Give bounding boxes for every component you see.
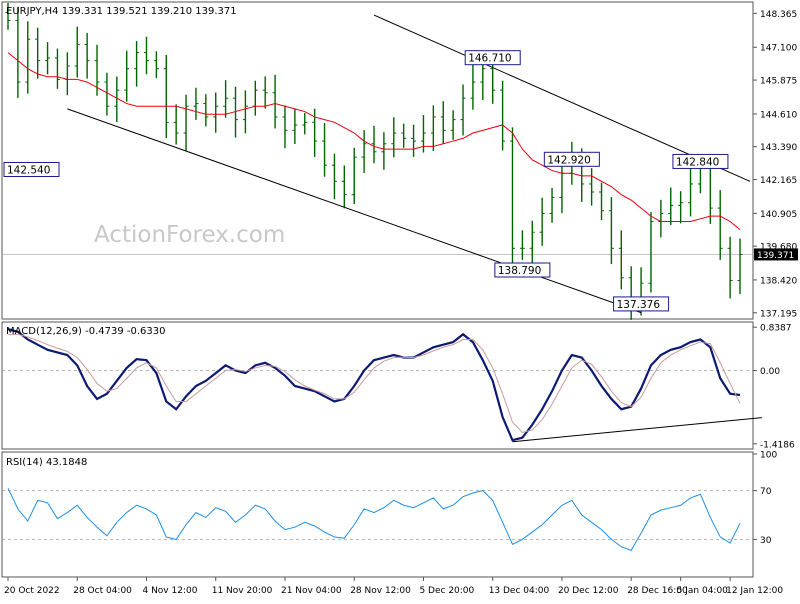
price-tick-label: 142.165: [760, 176, 797, 186]
price-tick-label: 137.195: [760, 309, 797, 319]
rsi-panel-frame: [1, 451, 754, 578]
rsi-tick-label: 70: [760, 487, 772, 497]
time-tick-label: 5 Dec 20:00: [419, 586, 474, 596]
macd-trendline: [512, 417, 762, 443]
price-tick-label: 140.905: [760, 210, 797, 220]
price-layer: 148.365 147.100 145.875 144.610 143.390 142.1…: [2, 3, 798, 320]
moving-average-line: [7, 52, 741, 230]
rsi-label: RSI(14) 43.1848: [6, 457, 87, 468]
macd-tick-label: 0.00: [760, 367, 780, 377]
time-tick-label: 20 Oct 2022: [4, 586, 60, 596]
rsi-layer: 100 70 30: [2, 451, 777, 551]
macd-tick-label: -1.4186: [760, 440, 795, 450]
macd-panel-frame: [1, 321, 754, 450]
time-tick-label: 5 Jan 04:00: [677, 586, 729, 596]
macd-layer: 0.8387 0.00 -1.4186: [2, 324, 795, 450]
price-annotation-box: [464, 50, 521, 66]
price-annotation-box: [613, 296, 670, 312]
price-tick-label: 147.100: [760, 44, 797, 54]
price-header: EURJPY,H4 139.331 139.521 139.210 139.37…: [6, 6, 237, 17]
price-tick-label: 139.680: [760, 243, 797, 253]
price-tick-label: 145.875: [760, 77, 797, 87]
price-annotation-label: 137.376: [617, 299, 661, 311]
time-tick-label: 13 Dec 04:00: [489, 586, 550, 596]
price-tick-label: 144.610: [760, 110, 797, 120]
price-annotation-box: [672, 153, 729, 169]
price-annotation-box: [494, 262, 551, 278]
price-tick-label: 138.420: [760, 276, 797, 286]
price-annotation-label: 146.710: [468, 53, 511, 65]
price-tick-label: 143.390: [760, 143, 797, 153]
time-tick-label: 28 Oct 04:00: [73, 586, 132, 596]
price-annotation-label: 138.790: [498, 265, 541, 277]
rsi-tick-label: 100: [760, 451, 777, 461]
price-annotation-box: [3, 161, 60, 177]
price-annotation-label: 142.840: [676, 156, 719, 168]
price-annotation-label: 142.540: [7, 164, 50, 176]
rsi-line: [7, 487, 741, 551]
price-annotation-label: 142.920: [547, 154, 590, 166]
time-tick-label: 21 Nov 04:00: [281, 586, 342, 596]
time-tick-label: 11 Nov 20:00: [212, 586, 273, 596]
time-tick-label: 28 Nov 12:00: [350, 586, 411, 596]
price-trendline: [67, 108, 642, 314]
time-tick-label: 28 Dec 16:00: [627, 586, 688, 596]
time-tick-label: 12 Jan 12:00: [726, 586, 783, 596]
macd-tick-label: 0.8387: [760, 324, 792, 334]
time-tick-label: 4 Nov 12:00: [142, 586, 197, 596]
current-price-badge: [754, 248, 798, 261]
watermark: ActionForex.com: [94, 222, 285, 248]
macd-signal-line: [8, 333, 741, 434]
price-trendline: [373, 14, 751, 182]
rsi-tick-label: 30: [760, 536, 772, 546]
price-panel-frame: [1, 1, 754, 320]
macd-main-line: [7, 328, 741, 442]
price-tick-label: 148.365: [760, 10, 797, 20]
time-axis: 20 Oct 2022 28 Oct 04:00 4 Nov 12:00 11 Nov…: [4, 577, 783, 596]
current-price-label: 139.371: [757, 251, 794, 261]
price-annotation-box: [543, 151, 600, 167]
time-tick-label: 20 Dec 12:00: [558, 586, 619, 596]
macd-label: MACD(12,26,9) -0.4739 -0.6330: [6, 326, 166, 337]
